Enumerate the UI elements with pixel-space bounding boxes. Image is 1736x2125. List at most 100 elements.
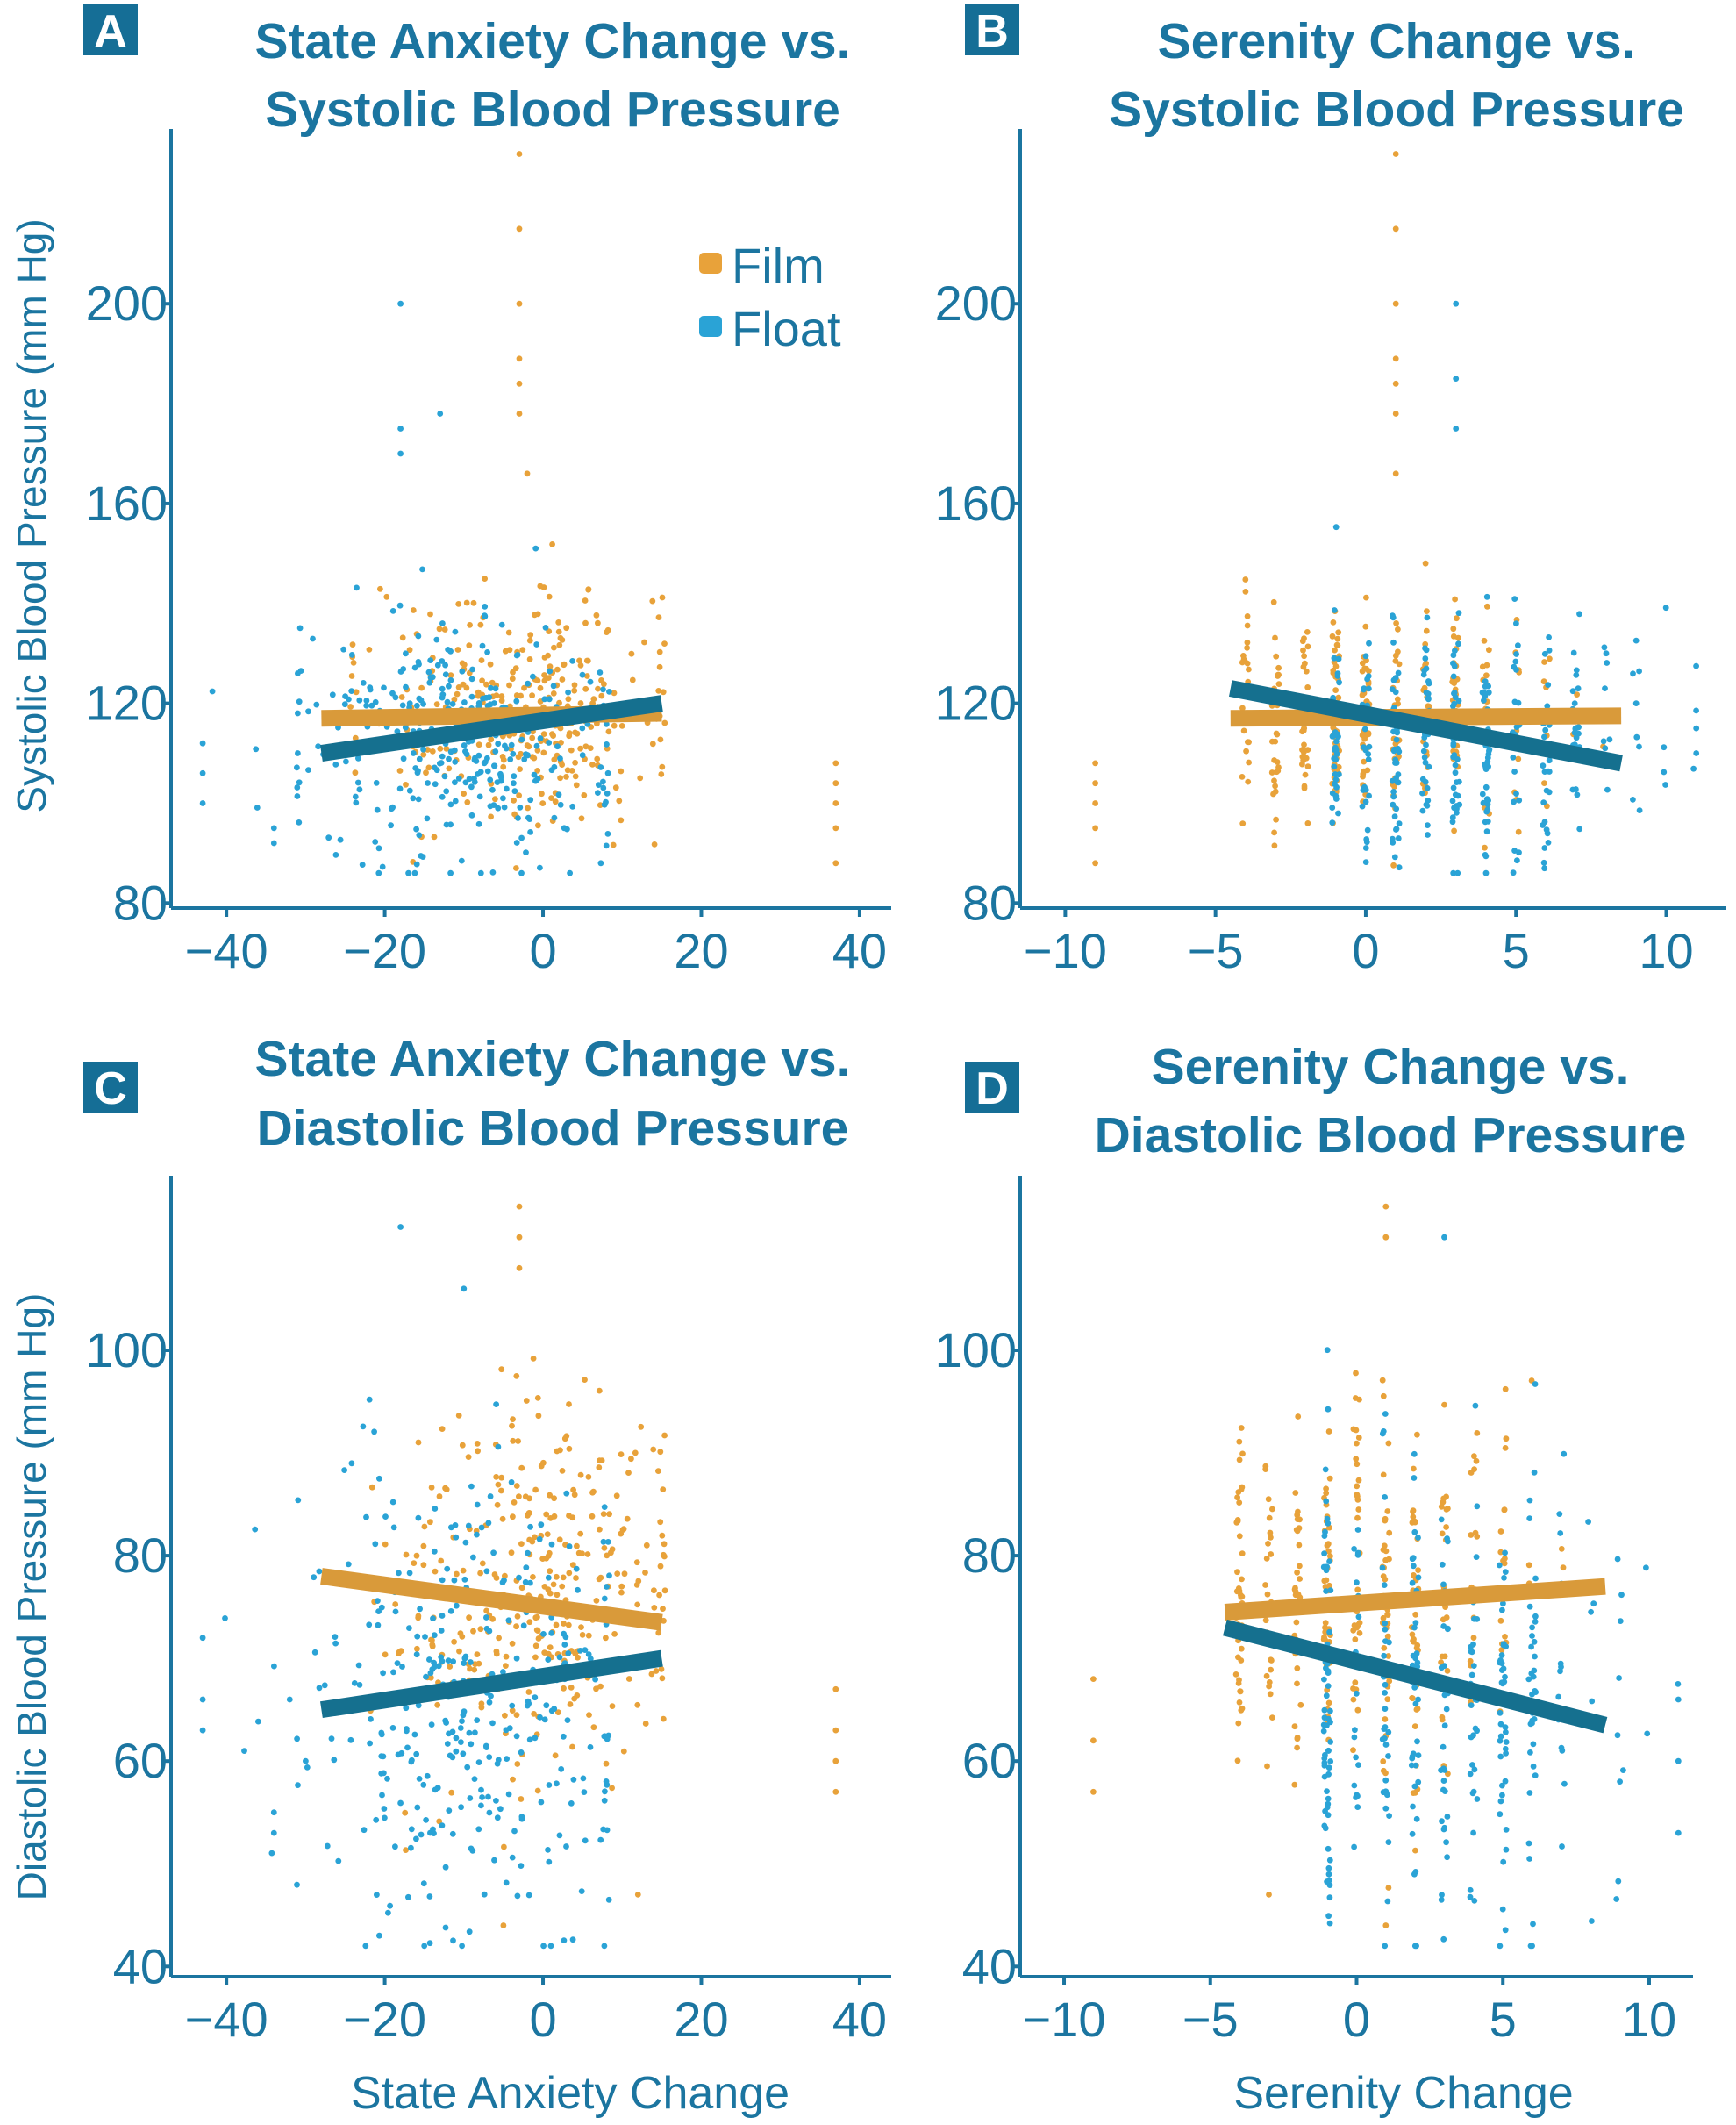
- data-point: [337, 836, 344, 843]
- data-point: [659, 1675, 666, 1682]
- data-point: [582, 1377, 588, 1383]
- data-point: [1389, 686, 1396, 693]
- data-point: [1090, 1676, 1097, 1682]
- data-point: [397, 669, 404, 675]
- data-point: [518, 1585, 525, 1592]
- data-point: [1333, 738, 1340, 745]
- panel-label: B: [975, 6, 1009, 57]
- data-point: [1557, 1660, 1564, 1667]
- data-point: [547, 1568, 554, 1575]
- data-point: [661, 1541, 668, 1548]
- data-point: [387, 1902, 393, 1909]
- data-point: [296, 698, 303, 705]
- data-point: [1661, 769, 1668, 776]
- data-point: [521, 756, 528, 762]
- data-point: [516, 300, 523, 307]
- data-point: [600, 1511, 607, 1517]
- data-point: [616, 798, 623, 805]
- data-point: [403, 1705, 410, 1712]
- data-point: [1690, 765, 1697, 772]
- data-point: [1467, 1657, 1474, 1664]
- data-point: [510, 1416, 516, 1422]
- data-point: [1355, 1477, 1362, 1484]
- data-point: [466, 776, 473, 783]
- data-point: [413, 1835, 419, 1842]
- data-point: [1540, 799, 1547, 805]
- data-point: [513, 840, 520, 846]
- data-point: [518, 1464, 525, 1471]
- data-point: [523, 1398, 530, 1404]
- data-point: [1382, 1706, 1389, 1712]
- data-point: [447, 748, 454, 755]
- data-point: [498, 698, 505, 704]
- data-point: [421, 1523, 428, 1530]
- data-point: [471, 779, 478, 785]
- data-point: [396, 1570, 402, 1577]
- data-point: [501, 804, 508, 811]
- data-point: [439, 1822, 446, 1829]
- data-point: [653, 1668, 660, 1674]
- data-point: [424, 815, 431, 822]
- data-point: [526, 1736, 533, 1743]
- data-point: [498, 621, 505, 628]
- data-point: [402, 724, 409, 731]
- data-point: [1613, 1896, 1620, 1902]
- data-point: [506, 682, 512, 689]
- data-point: [658, 771, 665, 777]
- data-point: [375, 869, 382, 876]
- data-point: [1382, 1234, 1390, 1241]
- data-point: [1352, 1636, 1359, 1642]
- data-point: [1512, 658, 1519, 665]
- data-point: [584, 657, 591, 664]
- legend-film-label: Film: [732, 238, 825, 293]
- data-point: [1394, 696, 1401, 703]
- data-point: [477, 621, 484, 628]
- data-point: [1297, 1563, 1303, 1570]
- data-point: [534, 677, 541, 684]
- data-point: [523, 849, 529, 855]
- data-point: [521, 684, 527, 691]
- data-point: [516, 1493, 522, 1500]
- chart-title: Serenity Change vs.: [1152, 1039, 1630, 1095]
- data-point: [1444, 1854, 1450, 1861]
- data-point: [1443, 1493, 1449, 1500]
- data-point: [577, 745, 583, 752]
- data-point: [493, 692, 500, 698]
- data-point: [660, 689, 667, 696]
- data-point: [479, 677, 485, 684]
- data-point: [465, 1454, 472, 1460]
- data-point: [1474, 1796, 1481, 1802]
- data-point: [397, 1224, 404, 1230]
- data-point: [325, 834, 332, 841]
- data-point: [461, 1660, 468, 1666]
- data-point: [424, 1772, 431, 1779]
- data-point: [1295, 1413, 1302, 1420]
- data-point: [1503, 1750, 1509, 1757]
- panel-label: C: [94, 1063, 127, 1114]
- data-point: [431, 1548, 438, 1555]
- data-point: [1409, 1695, 1416, 1702]
- data-point: [1382, 1626, 1389, 1633]
- data-point: [1380, 1614, 1387, 1621]
- data-point: [403, 1551, 410, 1558]
- data-point: [1293, 1527, 1300, 1534]
- data-point: [527, 1579, 533, 1586]
- data-point: [498, 1474, 505, 1481]
- data-point: [1497, 1811, 1504, 1818]
- data-point: [634, 1701, 641, 1708]
- data-point: [1323, 1485, 1329, 1492]
- data-point: [1350, 1747, 1356, 1754]
- data-point: [1502, 1673, 1508, 1680]
- data-point: [1268, 1657, 1275, 1664]
- data-point: [596, 1576, 603, 1583]
- data-point: [1561, 1450, 1568, 1457]
- y-tick-label: 80: [113, 1528, 168, 1583]
- data-point: [355, 755, 361, 762]
- data-point: [530, 1574, 536, 1580]
- data-point: [1354, 1527, 1361, 1533]
- data-point: [1385, 1753, 1391, 1759]
- data-point: [1324, 1515, 1331, 1522]
- fit-line-float: [1223, 1619, 1608, 1734]
- data-point: [547, 1644, 554, 1650]
- data-point: [1321, 1635, 1328, 1642]
